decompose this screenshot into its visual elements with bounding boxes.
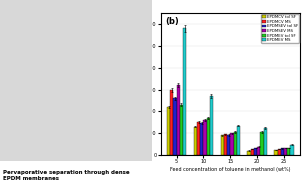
Bar xyxy=(281,148,284,155)
Bar xyxy=(284,148,287,155)
X-axis label: Feed concentration of toluene in methanol (wt%): Feed concentration of toluene in methano… xyxy=(170,167,291,172)
Bar xyxy=(278,149,281,155)
Bar xyxy=(237,125,240,155)
Bar xyxy=(210,96,213,155)
Bar xyxy=(274,150,278,155)
Bar xyxy=(170,90,173,155)
Bar xyxy=(177,85,180,155)
Bar xyxy=(224,134,227,155)
Bar xyxy=(221,135,224,155)
Bar xyxy=(287,148,290,155)
Text: (b): (b) xyxy=(165,18,178,26)
Y-axis label: Intrinsic membrane selectivity (MS) (-)
Separation factor (SF) of toluene (%): Intrinsic membrane selectivity (MS) (-) … xyxy=(134,44,142,124)
Bar xyxy=(173,98,177,155)
Bar xyxy=(180,105,183,155)
Bar xyxy=(234,132,237,155)
Bar xyxy=(290,145,294,155)
Bar xyxy=(203,120,207,155)
Bar xyxy=(254,148,257,155)
Legend: EPDMCV tol SF, EPDMCV MS, EPDMSEV tol SF, EPDMSEV MS, EPDMEV tol SF, EPDMEV MS: EPDMCV tol SF, EPDMCV MS, EPDMSEV tol SF… xyxy=(261,14,299,43)
Bar xyxy=(167,107,170,155)
Bar xyxy=(264,128,267,155)
Bar xyxy=(227,135,230,155)
Bar xyxy=(200,123,203,155)
Bar xyxy=(260,132,264,155)
Bar xyxy=(230,133,234,155)
Bar xyxy=(194,127,197,155)
Bar xyxy=(183,29,186,155)
Bar xyxy=(248,151,251,155)
Bar xyxy=(251,149,254,155)
Text: Pervaporative separation through dense
EPDM membranes: Pervaporative separation through dense E… xyxy=(3,170,130,181)
Bar xyxy=(207,118,210,155)
Bar xyxy=(197,122,200,155)
Bar xyxy=(257,147,260,155)
